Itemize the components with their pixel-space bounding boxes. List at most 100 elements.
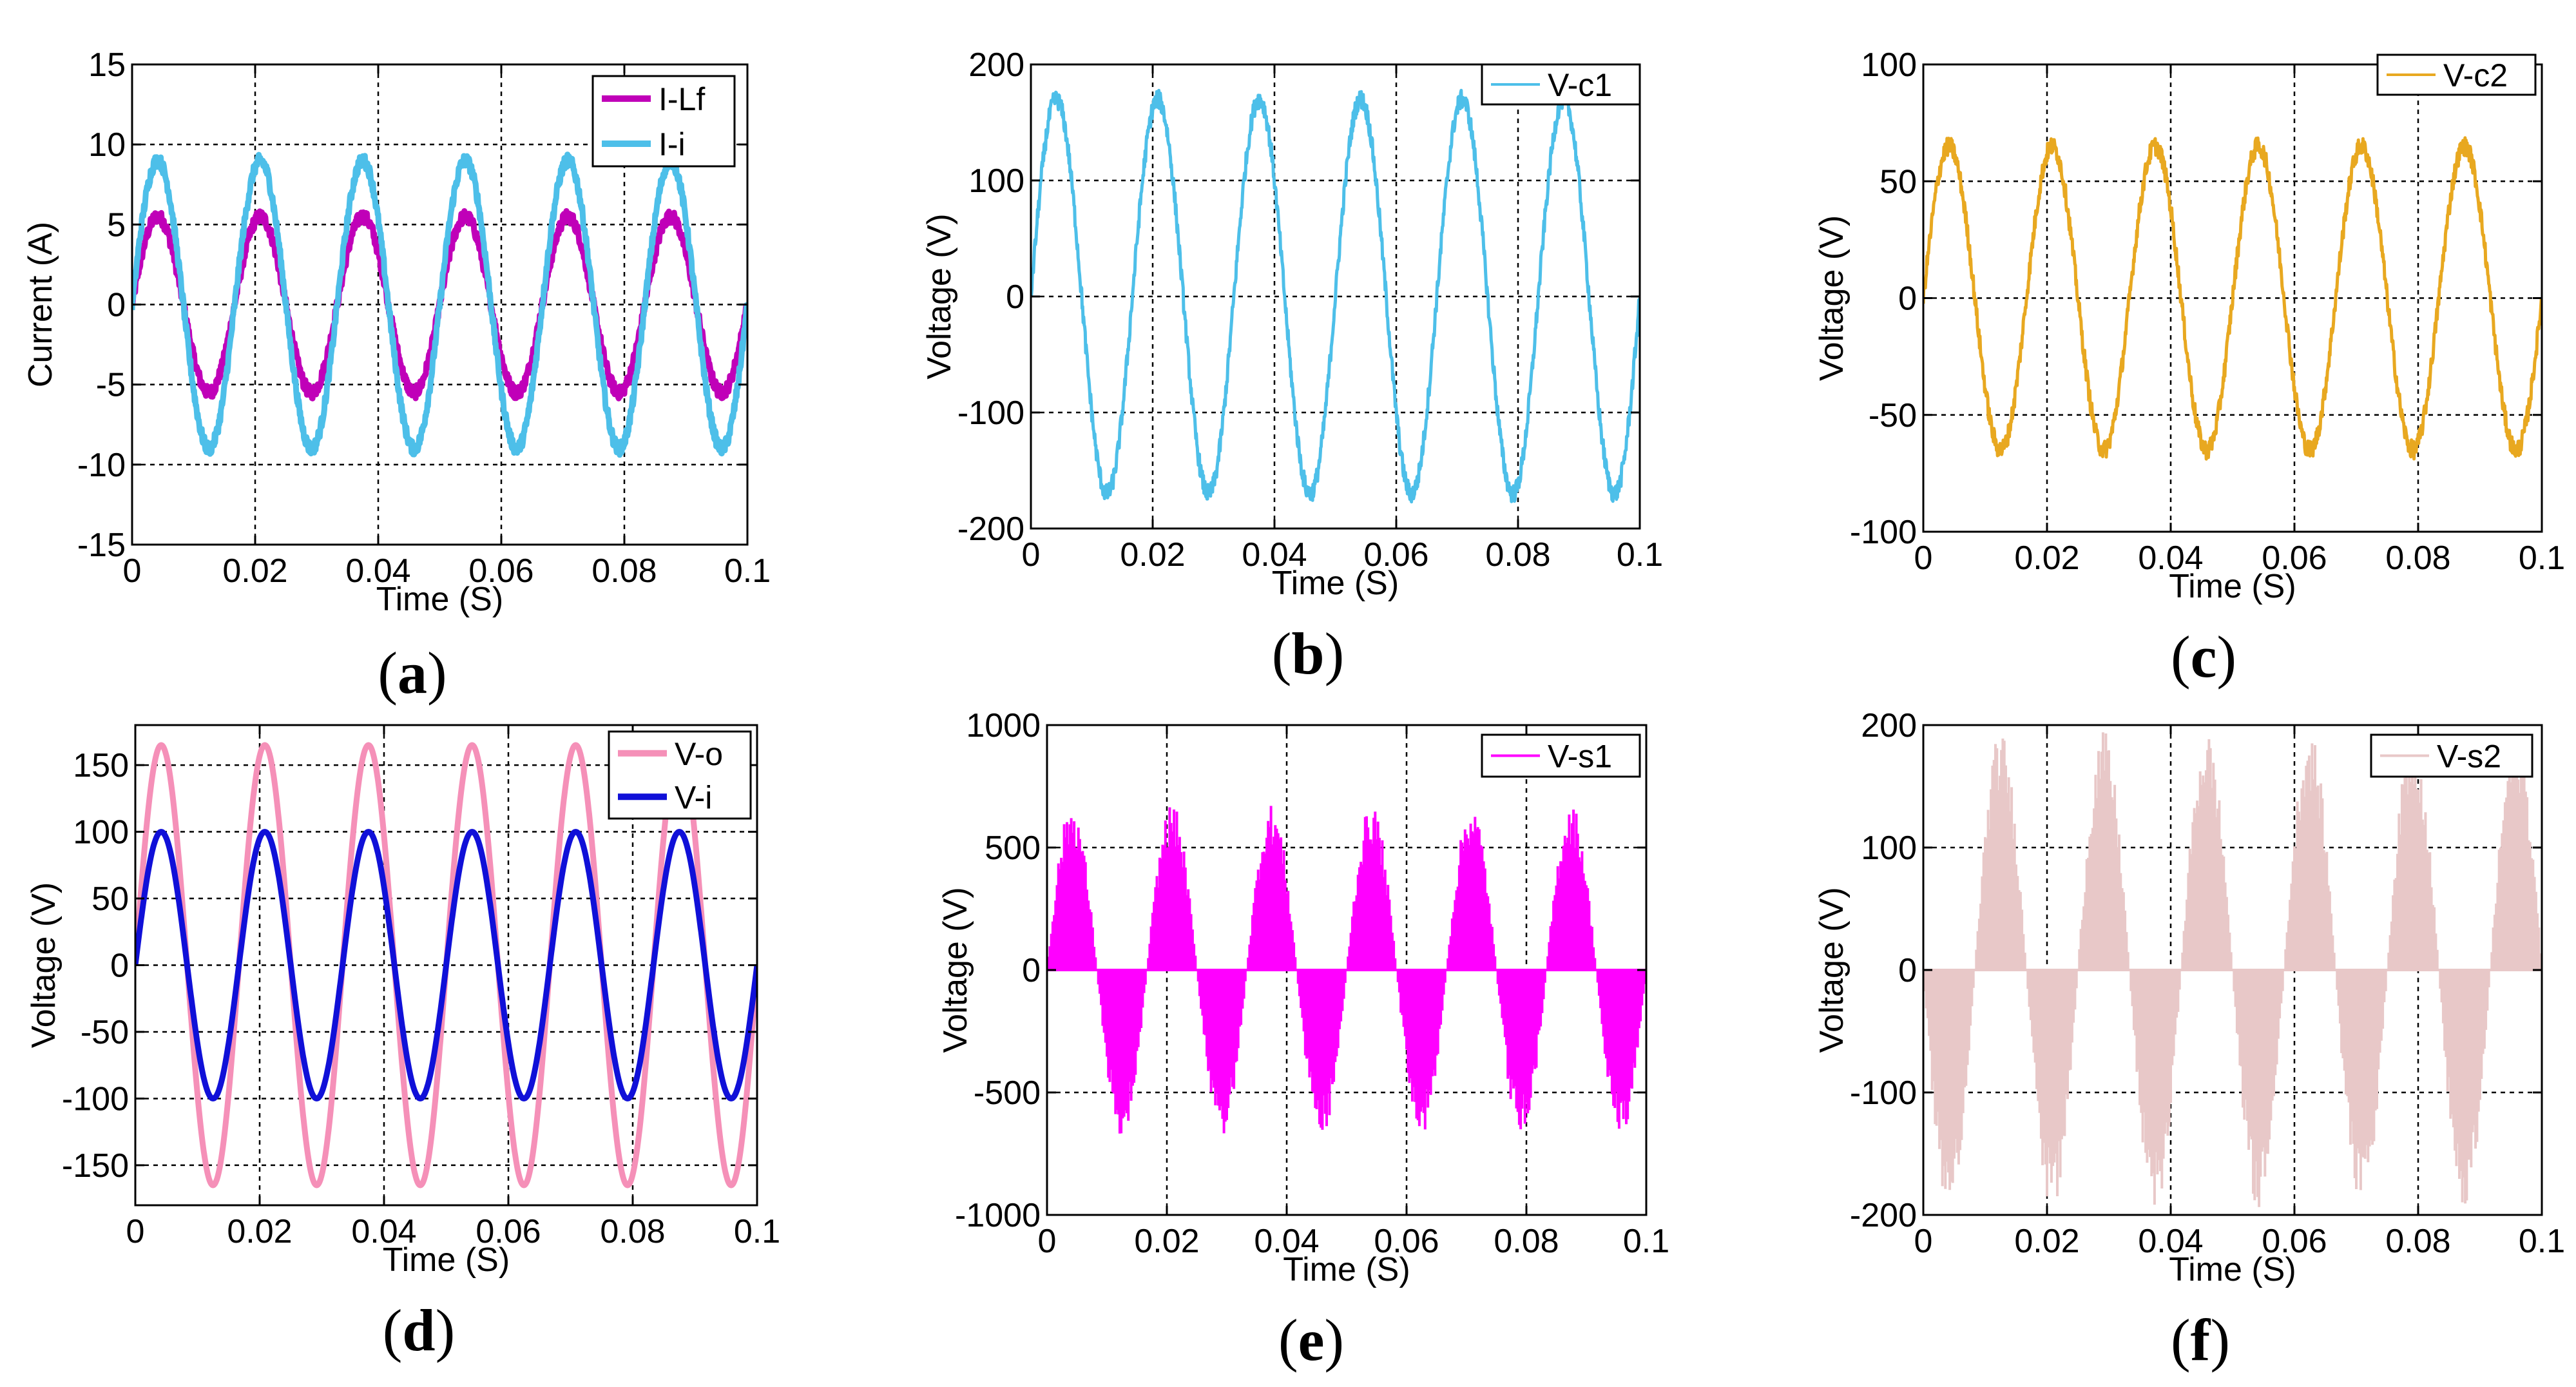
y-tick-label: 0 xyxy=(1022,952,1041,989)
x-tick-label: 0.1 xyxy=(1623,1223,1669,1260)
series-V-c2 xyxy=(1923,136,2542,461)
y-tick-label: 100 xyxy=(968,162,1024,200)
x-tick-label: 0.06 xyxy=(2262,1223,2327,1260)
x-tick-label: 0.02 xyxy=(1120,536,1185,574)
series-I-i xyxy=(132,151,747,458)
legend-entry: V-o xyxy=(675,736,723,772)
x-tick-label: 0.08 xyxy=(1485,536,1550,574)
y-tick-label: 150 xyxy=(73,747,129,784)
x-tick-label: 0 xyxy=(1038,1223,1057,1260)
x-tick-label: 0.04 xyxy=(2138,1223,2203,1260)
y-tick-label: -10 xyxy=(77,447,126,484)
x-tick-label: 0 xyxy=(123,552,142,590)
legend-entry: V-s2 xyxy=(2437,739,2501,775)
x-tick-label: 0.1 xyxy=(2519,539,2565,577)
legend: V-c1 xyxy=(1481,63,1641,106)
y-tick-label: 100 xyxy=(1861,829,1917,867)
plot-area xyxy=(1923,732,2542,1207)
x-tick-label: 0 xyxy=(1914,539,1933,577)
panel-caption: (e) xyxy=(1278,1307,1344,1373)
y-tick-label: -5 xyxy=(96,367,126,404)
y-tick-label: 0 xyxy=(1898,952,1917,989)
x-tick-label: 0 xyxy=(126,1213,145,1250)
x-axis-label: Time (S) xyxy=(1283,1251,1410,1288)
y-tick-label: 500 xyxy=(985,829,1041,867)
legend-box xyxy=(591,75,736,168)
x-tick-label: 0.02 xyxy=(1134,1223,1199,1260)
x-tick-label: 0.06 xyxy=(1374,1223,1439,1260)
series-V-c1 xyxy=(1031,88,1640,504)
y-axis-label: Voltage (V) xyxy=(937,887,974,1052)
y-tick-label: -100 xyxy=(1850,514,1917,551)
y-axis-label: Current (A) xyxy=(22,222,59,387)
legend-entry: V-i xyxy=(675,779,712,815)
panel-caption: (c) xyxy=(2171,624,2236,690)
chart-b: 0 0.02 0.04 0.06 0.08 0.1 -200 -100 0 100 200 Time … xyxy=(921,46,1663,686)
y-tick-label: -15 xyxy=(77,527,126,564)
y-tick-label: -500 xyxy=(974,1074,1041,1112)
x-axis-label: Time (S) xyxy=(1272,565,1399,602)
y-tick-label: 100 xyxy=(73,814,129,851)
panel-caption: (b) xyxy=(1272,621,1344,686)
legend: V-s1 xyxy=(1481,733,1641,778)
plot-area xyxy=(1047,806,1646,1134)
y-tick-label: -200 xyxy=(957,510,1024,548)
x-tick-label: 0.08 xyxy=(600,1213,665,1250)
y-tick-label: -150 xyxy=(62,1147,129,1185)
x-axis-label: Time (S) xyxy=(2169,1251,2296,1288)
x-tick-label: 0.1 xyxy=(1617,536,1663,574)
x-tick-label: 0.02 xyxy=(2014,539,2079,577)
x-tick-label: 0.08 xyxy=(1494,1223,1559,1260)
y-tick-label: 50 xyxy=(1879,163,1917,200)
x-tick-label: 0.06 xyxy=(476,1213,541,1250)
x-tick-label: 0.06 xyxy=(468,552,533,590)
x-tick-label: 0.08 xyxy=(2385,539,2450,577)
plot-area xyxy=(135,742,757,1188)
y-tick-label: 0 xyxy=(1006,278,1024,316)
legend-entry: V-s1 xyxy=(1548,739,1612,775)
y-tick-label: -50 xyxy=(81,1014,129,1051)
x-tick-label: 0 xyxy=(1914,1223,1933,1260)
x-axis-label: Time (S) xyxy=(376,581,503,618)
chart-e: 0 0.02 0.04 0.06 0.08 0.1 -1000 -500 0 500 1000 Tim… xyxy=(937,707,1669,1373)
y-tick-label: 100 xyxy=(1861,46,1917,84)
chart-f: 0 0.02 0.04 0.06 0.08 0.1 -200 -100 0 100 200 Time … xyxy=(1813,707,2565,1373)
x-tick-label: 0.04 xyxy=(1254,1223,1319,1260)
panel-caption: (d) xyxy=(383,1297,455,1363)
plot-area xyxy=(132,151,747,458)
legend-box xyxy=(608,730,752,820)
y-tick-label: 1000 xyxy=(966,707,1041,744)
legend: V-s2 xyxy=(2370,733,2533,778)
x-tick-label: 0.1 xyxy=(734,1213,780,1250)
legend-entry: I-Lf xyxy=(658,81,705,117)
x-tick-label: 0.02 xyxy=(2014,1223,2079,1260)
y-tick-label: -100 xyxy=(1850,1074,1917,1112)
chart-c: 0 0.02 0.04 0.06 0.08 0.1 -100 -50 0 50 100 Time (S… xyxy=(1813,46,2565,690)
x-tick-label: 0.06 xyxy=(2262,539,2327,577)
legend: I-Lf I-i xyxy=(591,75,736,168)
x-tick-label: 0.06 xyxy=(1363,536,1428,574)
chart-a: 0 0.02 0.04 0.06 0.08 0.1 -15 -10 -5 0 5 10 15 Time (… xyxy=(22,46,771,706)
legend-entry: V-c1 xyxy=(1548,67,1612,103)
y-tick-label: 50 xyxy=(91,880,129,918)
x-tick-label: 0.08 xyxy=(2385,1223,2450,1260)
y-axis-label: Voltage (V) xyxy=(921,213,958,379)
y-tick-label: 0 xyxy=(107,287,126,324)
x-tick-label: 0.04 xyxy=(2138,539,2203,577)
y-tick-label: -200 xyxy=(1850,1197,1917,1234)
y-axis-label: Voltage (V) xyxy=(25,882,62,1048)
panel-caption: (f) xyxy=(2171,1307,2230,1373)
x-tick-label: 0.02 xyxy=(222,552,287,590)
x-tick-label: 0.1 xyxy=(724,552,771,590)
y-tick-label: -100 xyxy=(957,394,1024,432)
series-V-i xyxy=(135,829,757,1101)
x-tick-label: 0 xyxy=(1022,536,1041,574)
y-axis-label: Voltage (V) xyxy=(1813,887,1850,1052)
legend-entry: I-i xyxy=(658,126,686,162)
panel-caption: (a) xyxy=(378,640,447,706)
y-tick-label: 0 xyxy=(110,947,129,985)
x-tick-label: 0.04 xyxy=(345,552,410,590)
plot-area xyxy=(1031,88,1640,504)
legend-entry: V-c2 xyxy=(2443,57,2508,93)
